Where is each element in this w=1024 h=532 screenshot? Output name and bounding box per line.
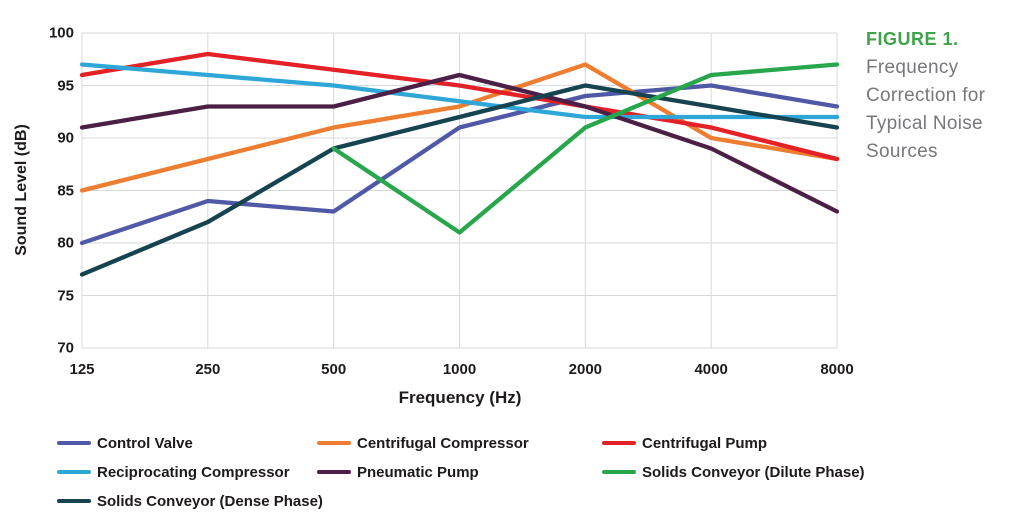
x-tick-label: 500 — [321, 361, 347, 378]
series-line-pneumatic-pump — [79, 72, 840, 214]
x-tick-label: 2000 — [568, 361, 603, 378]
series-line-reciprocating-compressor — [79, 62, 840, 120]
figure-label: FIGURE 1. — [866, 29, 959, 49]
x-tick-label: 8000 — [820, 361, 854, 378]
y-axis-title: Sound Level (dB) — [13, 124, 30, 256]
legend-label: Centrifugal Compressor — [357, 434, 529, 452]
y-tick-label: 80 — [57, 234, 74, 252]
y-tick-label: 85 — [57, 182, 74, 199]
x-tick-label: 1000 — [442, 361, 477, 378]
legend-item-reciprocating-compressor: Reciprocating Compressor — [57, 463, 290, 481]
series-line-centrifugal-pump — [79, 51, 840, 162]
series-line-solids-conveyor-dilute-phase- — [331, 62, 840, 235]
legend-swatch-control-valve — [57, 440, 91, 446]
x-axis-title: Frequency (Hz) — [398, 388, 522, 407]
figure-caption: Frequency Correction for Typical Noise S… — [866, 57, 986, 162]
legend-swatch-solids-conveyor-dense — [57, 498, 91, 504]
legend-swatch-solids-conveyor-dilute — [602, 469, 636, 475]
legend-item-centrifugal-pump: Centrifugal Pump — [602, 434, 767, 452]
legend-item-control-valve: Control Valve — [57, 434, 193, 452]
legend-item-centrifugal-compressor: Centrifugal Compressor — [317, 434, 529, 452]
legend-swatch-centrifugal-pump — [602, 440, 636, 446]
x-tick-label: 250 — [195, 361, 221, 378]
legend-label: Pneumatic Pump — [357, 463, 479, 481]
legend-label: Solids Conveyor (Dense Phase) — [97, 492, 323, 510]
y-tick-label: 95 — [57, 77, 74, 94]
y-tick-label: 70 — [57, 339, 74, 357]
legend-label: Solids Conveyor (Dilute Phase) — [642, 463, 865, 481]
legend-item-solids-conveyor-dilute: Solids Conveyor (Dilute Phase) — [602, 463, 865, 481]
legend-item-pneumatic-pump: Pneumatic Pump — [317, 463, 479, 481]
legend-label: Centrifugal Pump — [642, 434, 768, 452]
legend-swatch-reciprocating-compressor — [57, 469, 91, 475]
series-line-solids-conveyor-dense-phase- — [79, 83, 840, 277]
x-tick-label: 125 — [69, 361, 95, 378]
series-line-control-valve — [79, 83, 840, 246]
y-tick-label: 100 — [48, 24, 74, 42]
y-tick-label: 90 — [57, 129, 74, 147]
legend-swatch-centrifugal-compressor — [317, 440, 351, 446]
series-line-centrifugal-compressor — [79, 62, 840, 193]
legend-label: Control Valve — [97, 434, 193, 452]
legend-item-solids-conveyor-dense: Solids Conveyor (Dense Phase) — [57, 492, 323, 510]
legend-swatch-pneumatic-pump — [317, 469, 351, 475]
legend-label: Reciprocating Compressor — [97, 463, 290, 481]
y-tick-label: 75 — [57, 287, 74, 304]
x-tick-label: 4000 — [694, 361, 728, 378]
